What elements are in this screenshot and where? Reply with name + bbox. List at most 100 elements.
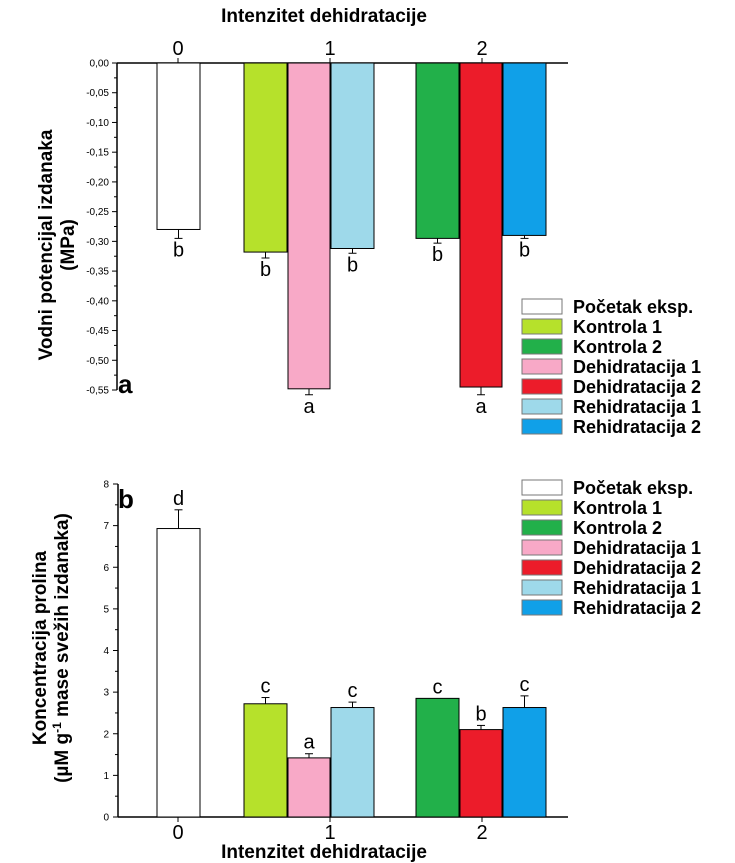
legend-label: Rehidratacija 1 — [573, 578, 701, 598]
chart-a-significance-label: a — [475, 396, 487, 418]
chart-b-bar — [287, 757, 331, 818]
chart-b-ylabel-post: mase svežih izdanaka) — [52, 513, 73, 722]
chart-a-bar — [415, 62, 460, 239]
legend-swatch — [521, 338, 563, 355]
chart-a-ylabel-line1: Vodni potencijal izdanaka — [36, 129, 57, 360]
chart-b-tick-label: 8 — [103, 480, 109, 491]
chart-a-bar — [459, 62, 503, 388]
chart-a-tick-label: -0,50 — [86, 356, 109, 367]
chart-a: 0,00 -0,05 -0,10 -0,15 -0,20 -0,25 -0,30 -0,35 -… — [86, 38, 568, 418]
chart-b-category-label: 0 — [172, 822, 183, 844]
chart-b-ylabel-pre: (µM g — [52, 733, 73, 783]
legend-swatch — [521, 378, 563, 395]
chart-a-title: Intenzitet dehidratacije — [221, 6, 427, 27]
legend-label: Početak eksp. — [573, 297, 693, 317]
legend-label: Rehidratacija 1 — [573, 397, 701, 417]
chart-a-tick-label: -0,15 — [86, 148, 109, 159]
legend-swatch — [521, 559, 563, 576]
chart-a-significance-label: b — [173, 239, 184, 261]
legend-label: Rehidratacija 2 — [573, 598, 701, 618]
chart-b-bar — [156, 528, 201, 818]
legend-swatch — [521, 358, 563, 375]
chart-a-tick-label: -0,35 — [86, 267, 109, 278]
chart-a-bar — [502, 62, 547, 236]
chart-b-tick-label: 4 — [103, 646, 109, 657]
legend-label: Dehidratacija 1 — [573, 538, 701, 558]
chart-b-ylabel: Koncentracija prolina (µM g-1 mase sveži… — [30, 513, 73, 783]
chart-b-panel-label: b — [118, 484, 134, 514]
legend-swatch — [521, 298, 563, 315]
legend-swatch — [521, 539, 563, 556]
chart-a-tick-label: -0,55 — [86, 386, 109, 397]
chart-b-significance-label: b — [475, 703, 486, 725]
chart-a-category-label: 0 — [172, 38, 183, 60]
chart-b-tick-label: 0 — [103, 813, 109, 824]
chart-b-bar — [243, 703, 288, 818]
chart-b-significance-label: c — [348, 680, 358, 702]
chart-b-bar — [502, 707, 547, 818]
chart-a-category-label: 1 — [324, 38, 335, 60]
chart-a-tick-label: -0,20 — [86, 177, 109, 188]
chart-b-bar — [415, 697, 460, 818]
chart-a-bar — [330, 62, 375, 249]
legend-swatch — [521, 599, 563, 616]
legend-label: Kontrola 1 — [573, 317, 662, 337]
chart-b-tick-label: 7 — [103, 521, 109, 532]
chart-a-bar — [287, 62, 331, 390]
legend-swatch — [521, 479, 563, 496]
chart-b-ylabel-sup: -1 — [50, 722, 64, 733]
legend-swatch — [521, 579, 563, 596]
chart-a-tick-label: -0,40 — [86, 296, 109, 307]
chart-a-significance-label: b — [432, 244, 443, 266]
legend-label: Kontrola 1 — [573, 498, 662, 518]
chart-b-ylabel-line2: (µM g-1 mase svežih izdanaka) — [50, 513, 73, 783]
chart-b-tick-label: 1 — [103, 771, 109, 782]
legend-swatch — [521, 418, 563, 435]
legend-label: Dehidratacija 2 — [573, 558, 701, 578]
legend-swatch — [521, 318, 563, 335]
legend-label: Rehidratacija 2 — [573, 417, 701, 437]
chart-a-tick-label: 0,00 — [90, 59, 110, 70]
chart-b-tick-label: 5 — [103, 604, 109, 615]
chart-b-bar — [459, 729, 503, 818]
chart-b-tick-label: 2 — [103, 729, 109, 740]
chart-b-significance-label: c — [261, 676, 271, 698]
chart-b-category-label: 1 — [324, 822, 335, 844]
legend-swatch — [521, 499, 563, 516]
legend-label: Početak eksp. — [573, 478, 693, 498]
chart-a-significance-label: b — [347, 254, 358, 276]
chart-a-tick-label: -0,10 — [86, 118, 109, 129]
chart-b-category-label: 2 — [476, 822, 487, 844]
chart-a-panel-label: a — [118, 369, 133, 399]
legend-label: Kontrola 2 — [573, 518, 662, 538]
chart-b-tick-label: 6 — [103, 563, 109, 574]
chart-b-significance-label: c — [520, 674, 530, 696]
legend-label: Dehidratacija 1 — [573, 357, 701, 377]
chart-b-tick-label: 3 — [103, 688, 109, 699]
chart-a-category-label: 2 — [476, 38, 487, 60]
chart-b-significance-label: d — [173, 488, 184, 510]
chart-a-ylabel: Vodni potencijal izdanaka (MPa) — [36, 129, 79, 360]
legend-swatch — [521, 519, 563, 536]
chart-a-tick-label: -0,25 — [86, 207, 109, 218]
chart-a-significance-label: a — [303, 396, 315, 418]
chart-b-xlabel: Intenzitet dehidratacije — [221, 842, 427, 863]
chart-b-ylabel-line1: Koncentracija prolina — [30, 550, 51, 745]
legend-label: Dehidratacija 2 — [573, 377, 701, 397]
chart-a-tick-label: -0,05 — [86, 88, 109, 99]
chart-a-tick-label: -0,30 — [86, 237, 109, 248]
chart-b: 0 1 2 3 4 5 6 7 8 0 1 2 d c a c c b c — [103, 480, 568, 844]
legend-swatch — [521, 398, 563, 415]
chart-b-bar — [330, 707, 375, 818]
chart-b-significance-label: a — [303, 732, 315, 754]
chart-a-bar — [156, 62, 201, 230]
chart-a-significance-label: b — [519, 239, 530, 261]
chart-a-bar — [243, 62, 288, 253]
chart-a-significance-label: b — [260, 259, 271, 281]
chart-b-significance-label: c — [433, 676, 443, 698]
chart-a-tick-label: -0,45 — [86, 326, 109, 337]
legend-label: Kontrola 2 — [573, 337, 662, 357]
